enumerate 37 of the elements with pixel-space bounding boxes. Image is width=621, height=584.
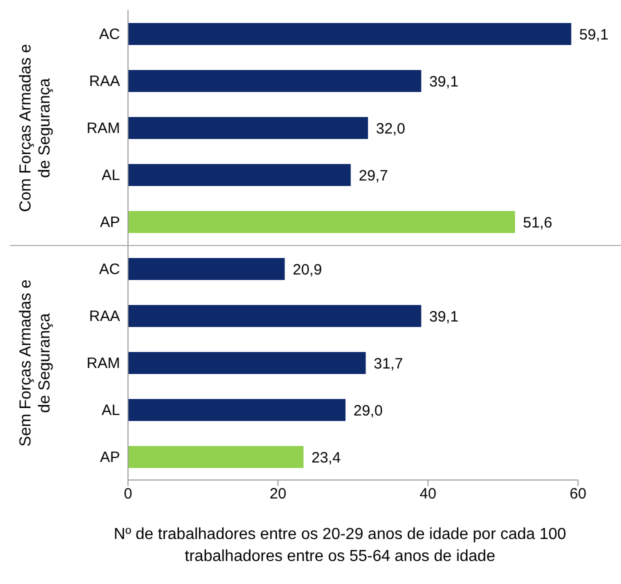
data-label: 29,0 [354,402,383,420]
data-label: 32,0 [376,120,406,138]
bar [128,211,515,233]
bar [128,446,304,468]
bar [128,164,351,186]
y-tick-label: RAM [86,120,120,137]
y-tick-label: AC [99,260,120,278]
bar [128,117,368,139]
y-tick-label: RAA [89,72,120,90]
y-tick-label: AL [102,402,120,419]
data-label: 39,1 [429,73,458,90]
text: Sem Forças Armadas e de Segurança [16,278,54,448]
x-tick-label: 40 [420,486,436,503]
x-tick-label: 20 [270,486,286,503]
bar [128,305,422,327]
data-label: 29,7 [358,167,388,184]
data-label: 23,4 [312,449,341,466]
data-label: 59,1 [579,26,608,44]
data-label: 39,1 [429,308,458,326]
text: Com Forças Armadas e de Segurança [16,42,54,214]
y-tick-label: AP [100,448,120,466]
bar [128,70,422,92]
y-tick-label: AP [100,214,120,231]
bar [128,399,346,421]
data-label: 31,7 [374,355,403,372]
bar [128,258,285,280]
data-label: 51,6 [523,214,552,232]
x-tick-label: 0 [124,486,132,503]
x-axis-title: Nº de trabalhadores entre os 20-29 anos de idade por cada 100 trabalhadores entre os 55-64 anos de idade [112,525,568,567]
y-tick-label: RAM [86,354,120,372]
y-tick-label: AC [99,26,120,43]
y-tick-label: AL [102,166,120,184]
bar [128,23,572,45]
x-tick-label: 60 [570,486,586,503]
y-tick-label: RAA [89,308,120,325]
bar [128,352,366,374]
data-label: 20,9 [292,261,322,278]
